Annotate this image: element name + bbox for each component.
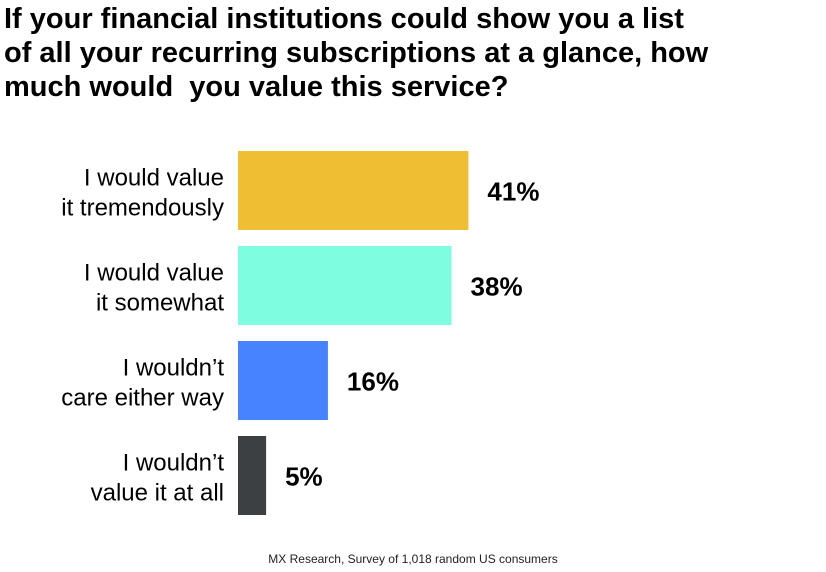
- category-label-i-would-value-it-somewhat: I would value it somewhat: [84, 260, 224, 317]
- value-label-i-wouldn-t-care-either-way: 16%: [347, 367, 399, 397]
- category-label-i-wouldn-t-care-either-way: I wouldn’t care either way: [61, 355, 224, 412]
- chart-title-line-2: of all your recurring subscriptions at a…: [4, 37, 709, 69]
- source-note: MX Research, Survey of 1,018 random US c…: [268, 552, 558, 566]
- bar-i-would-value-it-somewhat: [238, 246, 452, 325]
- category-label-i-would-value-it-tremendously: I would value it tremendously: [61, 165, 224, 222]
- chart-title: If your financial institutions could sho…: [4, 2, 822, 104]
- bar-i-would-value-it-tremendously: [238, 151, 469, 230]
- value-label-i-would-value-it-tremendously: 41%: [487, 177, 539, 207]
- chart-title-line-1: If your financial institutions could sho…: [4, 3, 684, 35]
- category-label-i-wouldn-t-value-it-at-all: I wouldn’t value it at all: [91, 450, 225, 507]
- value-label-i-wouldn-t-value-it-at-all: 5%: [285, 462, 323, 492]
- value-label-i-would-value-it-somewhat: 38%: [471, 272, 523, 302]
- bar-i-wouldn-t-value-it-at-all: [238, 436, 267, 515]
- chart-title-line-3: much would you value this service?: [4, 71, 509, 103]
- bar-i-wouldn-t-care-either-way: [238, 341, 328, 420]
